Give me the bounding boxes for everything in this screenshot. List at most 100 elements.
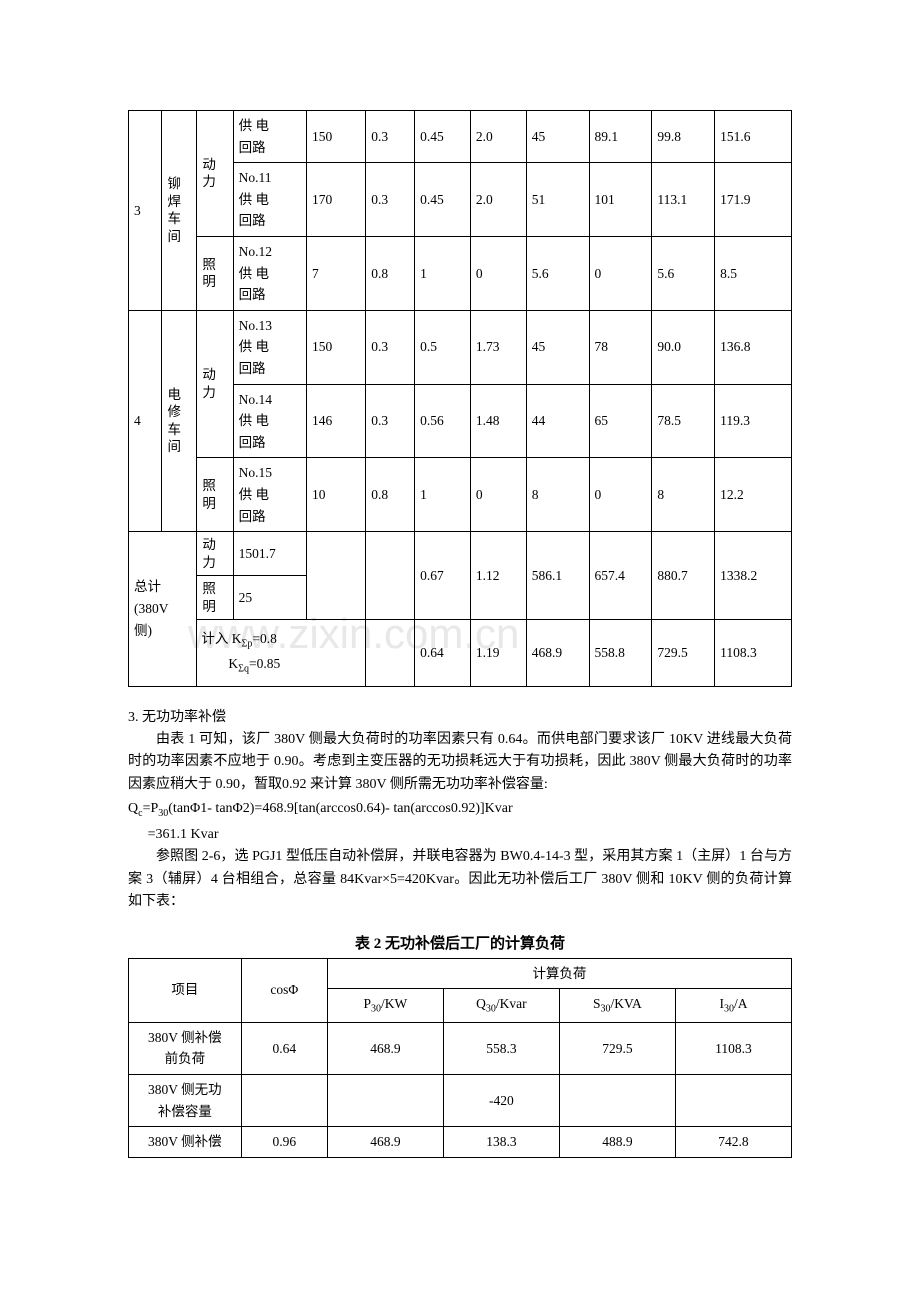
cell: 880.7 [652, 532, 715, 620]
cell: 1108.3 [715, 620, 792, 686]
cell: 0.8 [366, 236, 415, 310]
cell-workshop: 电修车间 [162, 310, 197, 531]
cell-category: 照明 [197, 236, 233, 310]
cell: 7 [306, 236, 365, 310]
cell: 0 [589, 458, 652, 532]
cell [559, 1075, 675, 1127]
cell: 0.8 [366, 458, 415, 532]
cell: 0 [470, 458, 526, 532]
cell: 586.1 [526, 532, 589, 620]
cell: 468.9 [327, 1127, 443, 1158]
table-header-row: 项目 cosΦ 计算负荷 [129, 958, 792, 989]
cell: 78.5 [652, 384, 715, 458]
cell: 1.73 [470, 310, 526, 384]
cell: 51 [526, 163, 589, 237]
cell: 2.0 [470, 163, 526, 237]
header-cell: 计算负荷 [327, 958, 791, 989]
header-cell: cosΦ [241, 958, 327, 1022]
cell: 0.5 [415, 310, 471, 384]
cell-k-label: 计入 KΣp=0.8 KΣq=0.85 [197, 620, 366, 686]
cell: 90.0 [652, 310, 715, 384]
cell: 171.9 [715, 163, 792, 237]
cell: 136.8 [715, 310, 792, 384]
cell: 45 [526, 310, 589, 384]
cell: No.13供 电回路 [233, 310, 306, 384]
cell: 150 [306, 111, 365, 163]
table-row: 380V 侧补偿前负荷 0.64 468.9 558.3 729.5 1108.… [129, 1022, 792, 1074]
cell-category: 动力 [197, 111, 233, 237]
cell: 0.64 [415, 620, 471, 686]
table-row-total: 计入 KΣp=0.8 KΣq=0.85 0.64 1.19 468.9 558.… [129, 620, 792, 686]
cell: 10 [306, 458, 365, 532]
section3-text: 3. 无功功率补偿 由表 1 可知，该厂 380V 侧最大负荷时的功率因素只有 … [128, 707, 792, 914]
cell: 1338.2 [715, 532, 792, 620]
cell: 0.45 [415, 111, 471, 163]
cell: 8.5 [715, 236, 792, 310]
cell: 468.9 [526, 620, 589, 686]
table-row: 380V 侧补偿 0.96 468.9 138.3 488.9 742.8 [129, 1127, 792, 1158]
cell: 0.64 [241, 1022, 327, 1074]
cell: 99.8 [652, 111, 715, 163]
cell-category: 动力 [197, 310, 233, 458]
cell: 0.56 [415, 384, 471, 458]
formula: Qc=P30(tanΦ1- tanΦ2)=468.9[tan(arccos0.6… [128, 798, 792, 822]
cell: No.12供 电回路 [233, 236, 306, 310]
cell: 照明 [197, 576, 233, 620]
cell: 488.9 [559, 1127, 675, 1158]
cell: 25 [233, 576, 306, 620]
cell-total-label: 总计(380V侧) [129, 532, 197, 687]
cell: 729.5 [652, 620, 715, 686]
cell: 1108.3 [675, 1022, 791, 1074]
cell [241, 1075, 327, 1127]
cell: 5.6 [652, 236, 715, 310]
cell: 101 [589, 163, 652, 237]
cell: 1501.7 [233, 532, 306, 576]
cell: 558.3 [443, 1022, 559, 1074]
cell: 65 [589, 384, 652, 458]
paragraph: 参照图 2-6，选 PGJ1 型低压自动补偿屏，并联电容器为 BW0.4-14-… [128, 846, 792, 913]
cell: No.14供 电回路 [233, 384, 306, 458]
cell: 657.4 [589, 532, 652, 620]
cell: 138.3 [443, 1127, 559, 1158]
cell: No.11供 电回路 [233, 163, 306, 237]
cell-row-no: 3 [129, 111, 162, 311]
cell: 113.1 [652, 163, 715, 237]
table-row: 照明 No.15供 电回路 10 0.8 1 0 8 0 8 12.2 [129, 458, 792, 532]
cell: 8 [652, 458, 715, 532]
cell: 0 [470, 236, 526, 310]
cell: 380V 侧补偿 [129, 1127, 242, 1158]
cell: 1 [415, 458, 471, 532]
table-row: 照明 No.12供 电回路 7 0.8 1 0 5.6 0 5.6 8.5 [129, 236, 792, 310]
cell: 729.5 [559, 1022, 675, 1074]
cell: 380V 侧补偿前负荷 [129, 1022, 242, 1074]
cell: 0.3 [366, 384, 415, 458]
cell: 0.45 [415, 163, 471, 237]
cell: 89.1 [589, 111, 652, 163]
cell: 动力 [197, 532, 233, 576]
paragraph: 由表 1 可知，该厂 380V 侧最大负荷时的功率因素只有 0.64。而供电部门… [128, 729, 792, 796]
header-cell: I30/A [675, 989, 791, 1023]
cell: 5.6 [526, 236, 589, 310]
cell: 151.6 [715, 111, 792, 163]
table2-title: 表 2 无功补偿后工厂的计算负荷 [128, 932, 792, 956]
cell [366, 532, 415, 620]
section-title: 3. 无功功率补偿 [128, 707, 792, 729]
cell: 供 电回路 [233, 111, 306, 163]
cell: 468.9 [327, 1022, 443, 1074]
cell: 12.2 [715, 458, 792, 532]
cell: 0.3 [366, 310, 415, 384]
cell: 1 [415, 236, 471, 310]
cell [327, 1075, 443, 1127]
table-row: 3 铆焊车间 动力 供 电回路 150 0.3 0.45 2.0 45 89.1… [129, 111, 792, 163]
cell: 8 [526, 458, 589, 532]
cell-workshop: 铆焊车间 [162, 111, 197, 311]
cell: 558.8 [589, 620, 652, 686]
cell: 0.96 [241, 1127, 327, 1158]
table-row: 380V 侧无功补偿容量 -420 [129, 1075, 792, 1127]
cell: 0.3 [366, 111, 415, 163]
cell: 119.3 [715, 384, 792, 458]
cell [366, 620, 415, 686]
cell: 1.19 [470, 620, 526, 686]
cell-category: 照明 [197, 458, 233, 532]
cell: No.15供 电回路 [233, 458, 306, 532]
